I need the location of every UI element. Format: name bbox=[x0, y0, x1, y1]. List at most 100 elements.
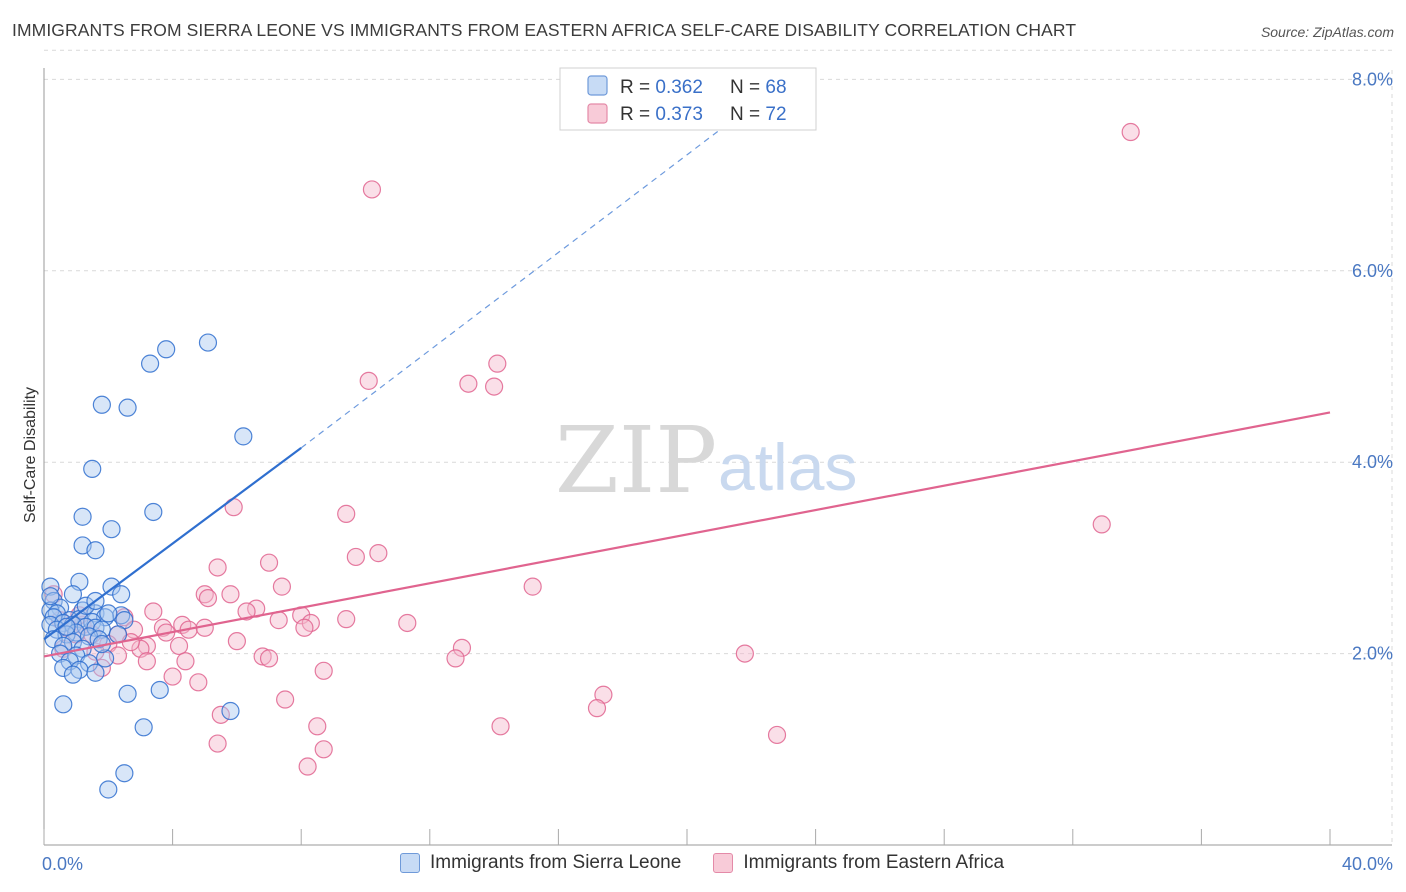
legend-n-label-blue: N = bbox=[730, 77, 765, 98]
series-sierra-leone bbox=[41, 333, 253, 799]
legend-swatch-pink bbox=[587, 103, 608, 124]
y-axis-label-group: Self-Care Disability bbox=[22, 387, 39, 523]
point-sierra-leone bbox=[79, 654, 99, 673]
point-eastern-africa bbox=[314, 661, 333, 680]
point-eastern-africa bbox=[308, 717, 327, 736]
y-tick-label: 8.0% bbox=[1352, 69, 1393, 89]
legend-r-value-blue: 0.362 bbox=[655, 77, 703, 98]
point-eastern-africa bbox=[298, 757, 317, 776]
point-sierra-leone bbox=[41, 587, 60, 606]
axes bbox=[43, 68, 1392, 846]
point-eastern-africa bbox=[587, 699, 607, 718]
point-eastern-africa bbox=[369, 544, 388, 563]
x-tick-label-min: 0.0% bbox=[42, 854, 83, 874]
point-eastern-africa bbox=[295, 618, 314, 637]
point-eastern-africa bbox=[446, 649, 465, 668]
point-sierra-leone bbox=[86, 541, 105, 560]
point-eastern-africa bbox=[362, 180, 382, 199]
point-eastern-africa bbox=[1092, 515, 1111, 534]
watermark: ZIP atlas bbox=[555, 407, 857, 514]
point-eastern-africa bbox=[259, 649, 279, 668]
bottom-legend-item-sierra-leone: Immigrants from Sierra Leone bbox=[400, 852, 681, 874]
bottom-legend-item-eastern-africa: Immigrants from Eastern Africa bbox=[713, 852, 1004, 874]
point-eastern-africa bbox=[1121, 122, 1140, 142]
bottom-legend: Immigrants from Sierra Leone Immigrants … bbox=[400, 852, 1026, 874]
point-sierra-leone bbox=[99, 604, 118, 623]
watermark-zip: ZIP bbox=[555, 407, 717, 514]
point-sierra-leone bbox=[112, 585, 131, 604]
y-tick-labels: 2.0% 4.0% 6.0% 8.0% bbox=[1352, 69, 1393, 663]
point-eastern-africa bbox=[272, 577, 292, 596]
trend-line-sierra-leone-extension bbox=[300, 93, 768, 449]
point-sierra-leone bbox=[54, 695, 73, 714]
bottom-legend-label-eastern-africa: Immigrants from Eastern Africa bbox=[743, 852, 1005, 873]
gridlines bbox=[44, 49, 1393, 845]
point-sierra-leone bbox=[57, 617, 76, 636]
point-eastern-africa bbox=[237, 602, 256, 621]
point-eastern-africa bbox=[259, 553, 279, 572]
point-sierra-leone bbox=[86, 663, 105, 682]
legend-n-label-pink: N = bbox=[730, 104, 765, 125]
legend-n-value-blue: 68 bbox=[765, 77, 786, 98]
point-eastern-africa bbox=[346, 547, 365, 567]
point-sierra-leone bbox=[73, 507, 92, 526]
point-eastern-africa bbox=[488, 354, 507, 373]
point-eastern-africa bbox=[485, 377, 504, 396]
legend-r-label-pink: R = bbox=[620, 104, 655, 125]
legend-swatch-blue bbox=[587, 75, 608, 96]
point-eastern-africa bbox=[253, 647, 272, 666]
point-eastern-africa bbox=[198, 588, 218, 608]
point-sierra-leone bbox=[83, 459, 102, 478]
y-axis-label: Self-Care Disability bbox=[22, 387, 39, 523]
point-eastern-africa bbox=[208, 558, 227, 577]
point-sierra-leone bbox=[102, 520, 121, 539]
point-eastern-africa bbox=[523, 577, 542, 596]
point-eastern-africa bbox=[189, 673, 208, 692]
point-eastern-africa bbox=[144, 602, 163, 621]
point-sierra-leone bbox=[134, 718, 153, 737]
svg-text:N = 72: N = 72 bbox=[730, 104, 787, 125]
legend-r-label-blue: R = bbox=[620, 77, 655, 98]
point-eastern-africa bbox=[276, 690, 295, 709]
point-sierra-leone bbox=[140, 354, 160, 373]
point-sierra-leone bbox=[234, 427, 253, 446]
point-eastern-africa bbox=[169, 636, 189, 656]
trend-line-sierra-leone bbox=[43, 446, 302, 641]
trend-lines bbox=[43, 93, 1331, 658]
point-eastern-africa bbox=[337, 610, 356, 629]
bottom-legend-label-sierra-leone: Immigrants from Sierra Leone bbox=[430, 852, 682, 873]
y-tick-label: 6.0% bbox=[1352, 261, 1393, 281]
legend-n-value-pink: 72 bbox=[765, 104, 786, 125]
point-sierra-leone bbox=[144, 502, 163, 522]
point-eastern-africa bbox=[767, 725, 787, 745]
svg-text:N = 68: N = 68 bbox=[730, 77, 787, 98]
point-sierra-leone bbox=[41, 577, 60, 596]
source-label: Source: ZipAtlas.com bbox=[1260, 24, 1394, 40]
legend-box: R = 0.362 N = 68 R = 0.373 N = 72 bbox=[559, 67, 817, 131]
point-sierra-leone bbox=[221, 701, 240, 721]
bottom-legend-swatch-blue bbox=[400, 853, 420, 873]
svg-text:R = 0.373: R = 0.373 bbox=[620, 104, 703, 125]
legend-r-value-pink: 0.373 bbox=[655, 104, 703, 125]
point-sierra-leone bbox=[198, 333, 218, 352]
bottom-legend-swatch-pink bbox=[713, 853, 734, 873]
trend-line-eastern-africa bbox=[43, 411, 1331, 658]
point-eastern-africa bbox=[221, 585, 240, 604]
x-tick-labels: 0.0% 40.0% bbox=[42, 854, 1393, 874]
chart-title: IMMIGRANTS FROM SIERRA LEONE VS IMMIGRAN… bbox=[12, 20, 1077, 40]
x-tick-label-max: 40.0% bbox=[1342, 854, 1393, 874]
point-sierra-leone bbox=[118, 398, 137, 417]
point-eastern-africa bbox=[459, 374, 478, 393]
point-eastern-africa bbox=[314, 740, 333, 759]
point-sierra-leone bbox=[63, 585, 83, 604]
y-tick-label: 4.0% bbox=[1352, 452, 1393, 472]
point-sierra-leone bbox=[54, 658, 73, 678]
point-eastern-africa bbox=[208, 734, 227, 753]
point-sierra-leone bbox=[115, 764, 134, 783]
point-sierra-leone bbox=[63, 665, 83, 684]
point-eastern-africa bbox=[337, 504, 356, 523]
point-sierra-leone bbox=[157, 340, 176, 359]
point-sierra-leone bbox=[150, 680, 169, 700]
point-eastern-africa bbox=[211, 705, 230, 724]
